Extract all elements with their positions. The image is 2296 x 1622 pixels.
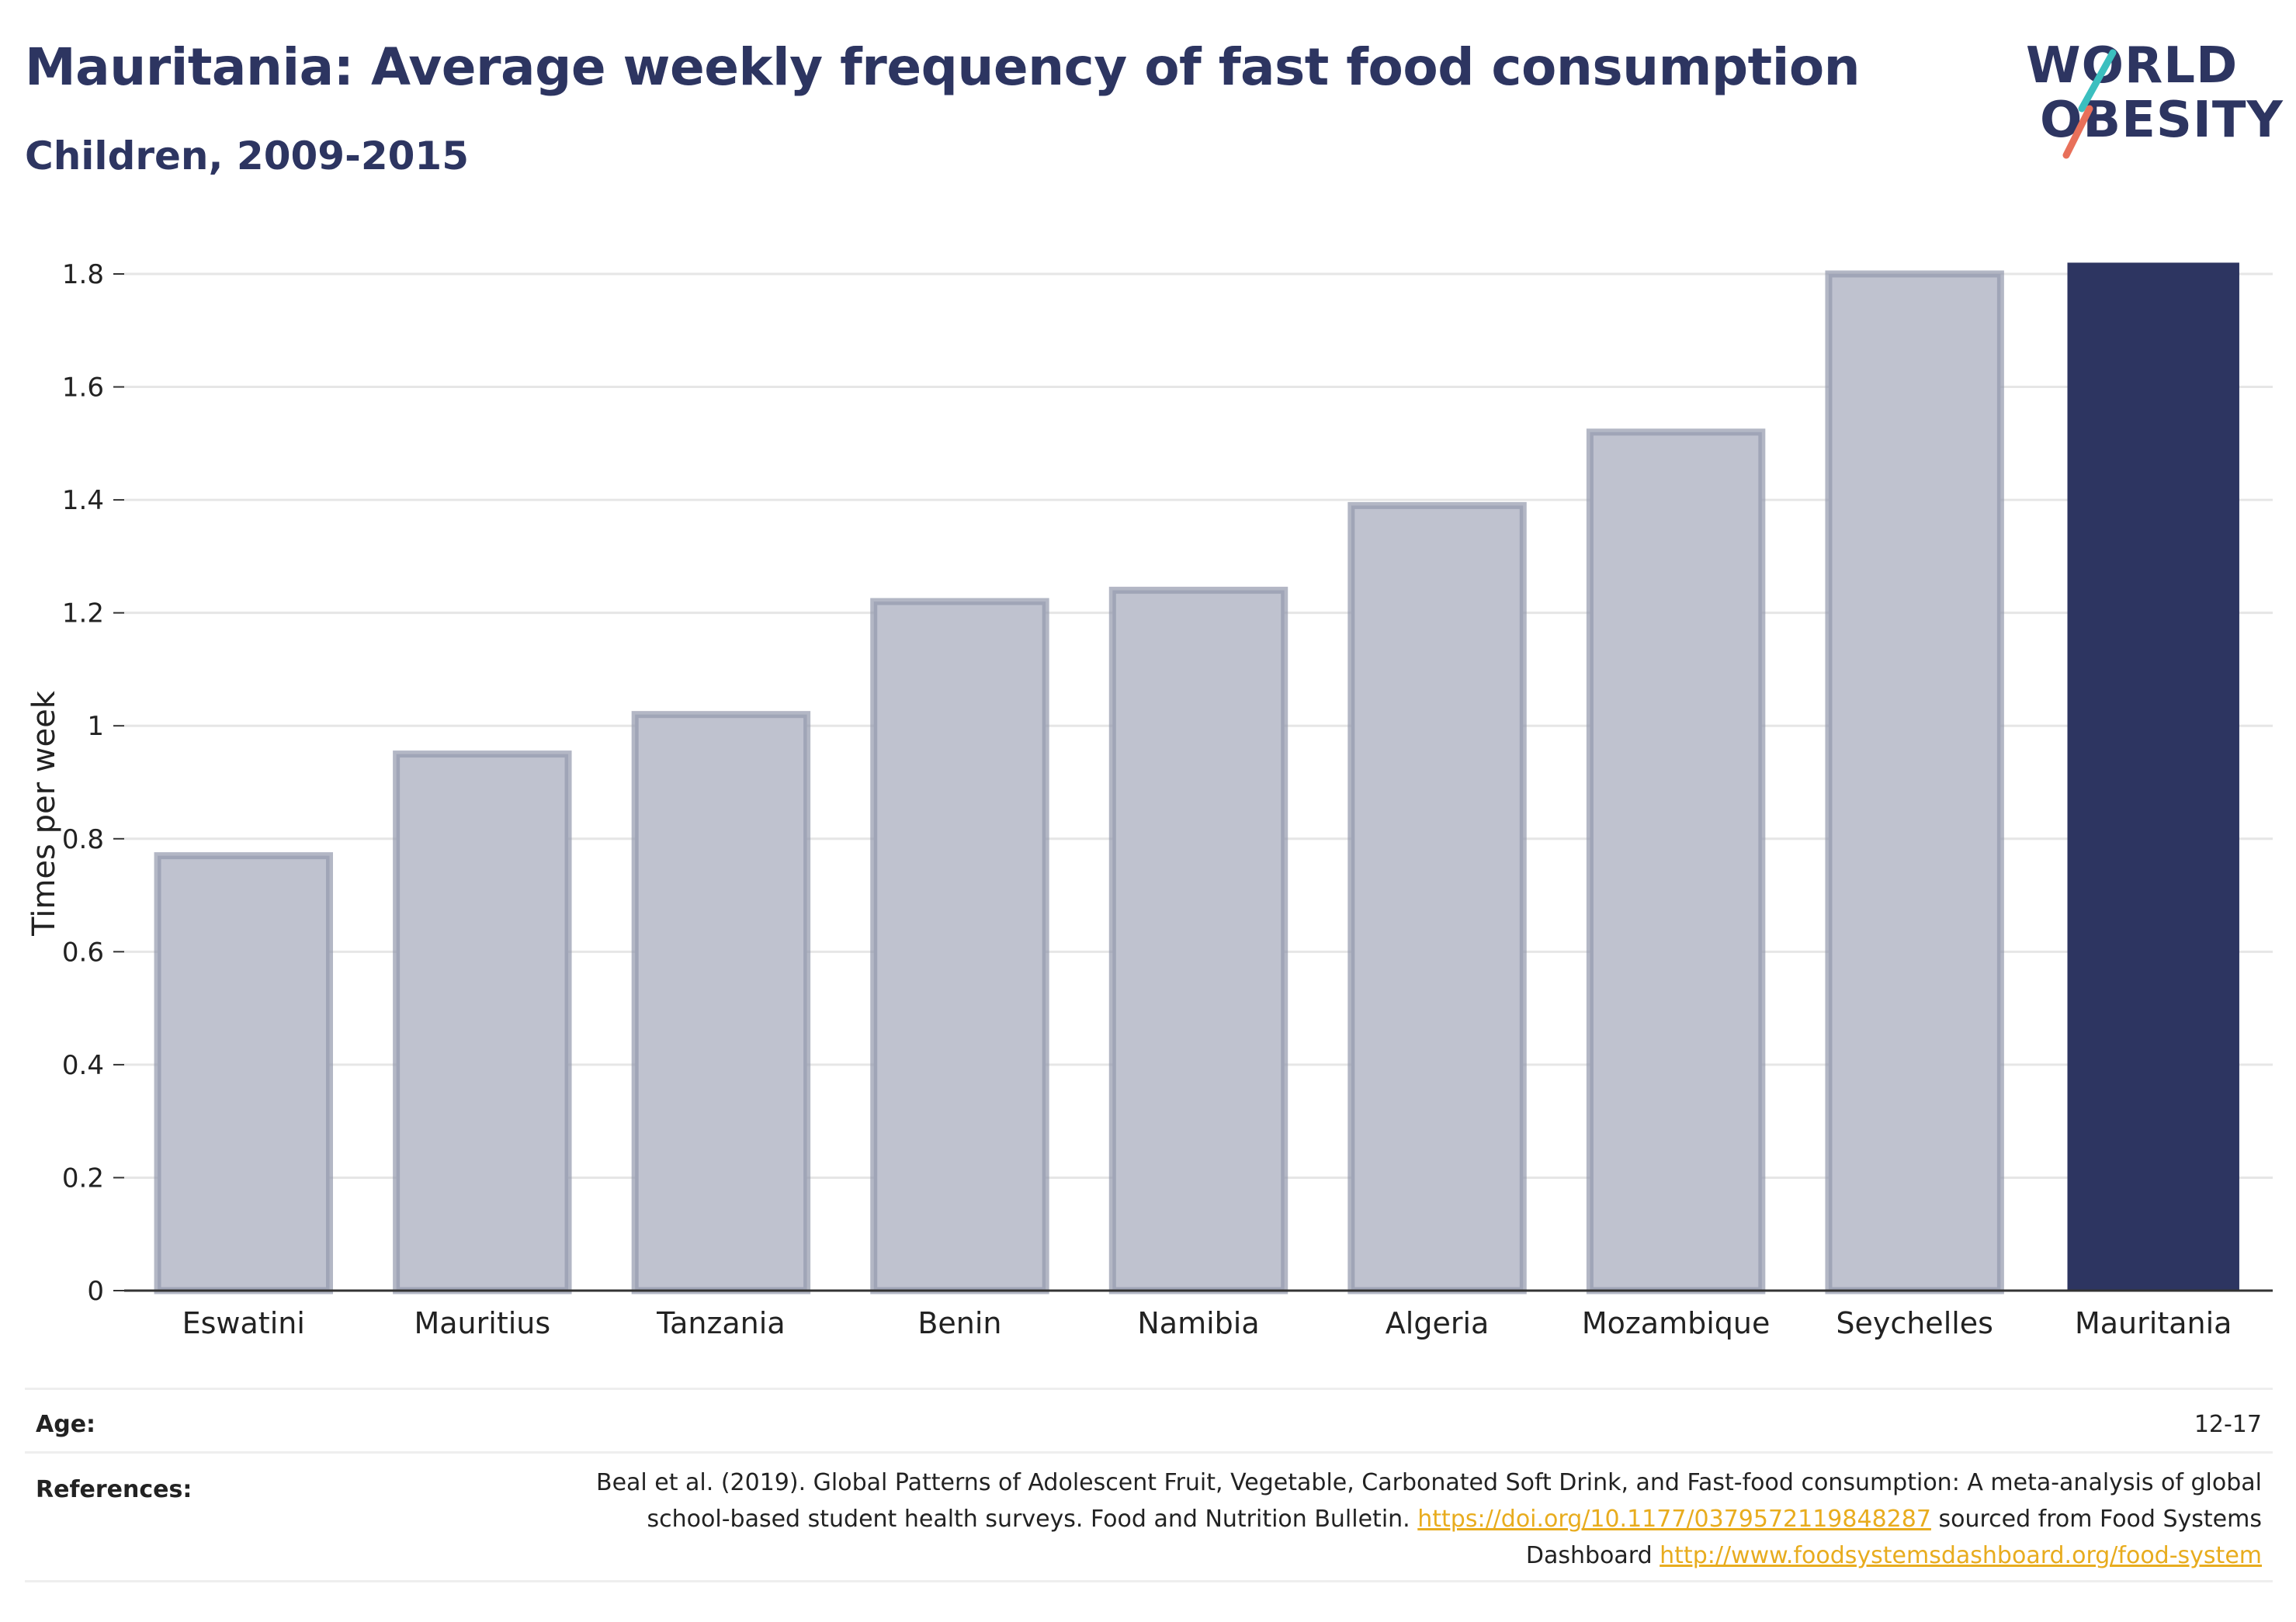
x-tick-label: Benin [917, 1306, 1001, 1340]
logo-line-1: WORLD [2026, 37, 2239, 95]
bar-benin[interactable] [870, 598, 1049, 1294]
doi-link[interactable]: https://doi.org/10.1177/0379572119848287 [1417, 1506, 1931, 1533]
bar-chart: 0 0.2 0.4 0.6 0.8 1 1.2 1.4 1.6 1.8 Eswatini Mauri… [26, 259, 2273, 1340]
logo-slash-icon [2062, 49, 2117, 159]
x-tick-label: Eswatini [182, 1306, 305, 1340]
x-tick-label: Mauritania [2075, 1306, 2232, 1340]
y-tick-label: 0.8 [62, 824, 104, 855]
y-tick-label: 0.2 [62, 1163, 104, 1194]
y-tick-label: 0.4 [62, 1050, 104, 1081]
bar-tanzania[interactable] [631, 711, 811, 1294]
references-text: Beal et al. (2019). Global Patterns of A… [570, 1464, 2262, 1574]
divider [25, 1451, 2273, 1454]
y-axis-ticks: 0 0.2 0.4 0.6 0.8 1 1.2 1.4 1.6 1.8 [62, 259, 124, 1307]
chart-title: Mauritania: Average weekly frequency of … [25, 37, 1861, 97]
references-text-part: Beal et al. (2019). Global Patterns of A… [595, 1469, 2262, 1533]
chart-subtitle: Children, 2009-2015 [25, 133, 469, 178]
y-tick-label: 1.4 [62, 485, 104, 516]
world-obesity-logo: WORLD OBESITY [2026, 31, 2283, 171]
x-tick-label: Mozambique [1582, 1306, 1771, 1340]
bar-mauritania[interactable] [2067, 262, 2239, 1291]
x-tick-label: Mauritius [414, 1306, 550, 1340]
x-axis-ticks: Eswatini Mauritius Tanzania Benin Namibia Alg… [182, 1306, 2232, 1340]
divider [25, 1580, 2273, 1582]
food-systems-dashboard-link[interactable]: http://www.foodsystemsdashboard.org/food… [1660, 1542, 2262, 1569]
x-tick-label: Seychelles [1836, 1306, 1993, 1340]
x-tick-label: Tanzania [656, 1306, 785, 1340]
y-tick-label: 0.6 [62, 937, 104, 968]
bar-mauritius[interactable] [393, 750, 572, 1294]
references-text-part: sourced from Food Systems Dashboard [1525, 1506, 2262, 1569]
y-tick-label: 1.8 [62, 259, 104, 290]
y-axis-label: Times per week [26, 690, 62, 937]
divider [25, 1388, 2273, 1390]
references-label: References: [36, 1476, 192, 1503]
y-tick-label: 1 [87, 711, 104, 742]
bar-seychelles[interactable] [1825, 270, 2004, 1294]
age-label: Age: [36, 1411, 96, 1438]
bar-eswatini[interactable] [154, 852, 333, 1294]
y-tick-label: 0 [87, 1276, 104, 1307]
bar-algeria[interactable] [1347, 501, 1527, 1294]
x-tick-label: Algeria [1386, 1306, 1490, 1340]
y-tick-label: 1.6 [62, 373, 104, 404]
y-tick-label: 1.2 [62, 598, 104, 629]
bar-mozambique[interactable] [1586, 428, 1766, 1294]
bars [154, 262, 2239, 1294]
age-value: 12-17 [2194, 1411, 2262, 1438]
x-tick-label: Namibia [1137, 1306, 1259, 1340]
bar-namibia[interactable] [1108, 587, 1288, 1294]
